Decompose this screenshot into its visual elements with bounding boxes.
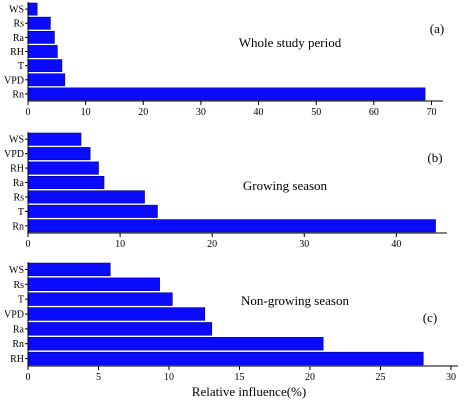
bar-rh: [28, 45, 58, 58]
bar-ws: [28, 2, 38, 16]
x-tick-label: 20: [305, 372, 315, 383]
x-tick-label: 20: [138, 107, 148, 118]
panel-annotation: Whole study period: [239, 35, 342, 50]
category-label: T: [18, 61, 24, 72]
panel-label: (a): [430, 21, 444, 36]
bar-vpd: [28, 147, 91, 161]
bar-ra: [28, 175, 105, 190]
chart-panel-c: WS Rs T VPD Ra Rn RH0 5 10 15 20 25 30 Non-growing se…: [4, 262, 458, 383]
category-label: RH: [10, 354, 24, 365]
bar-rn: [28, 87, 426, 101]
x-tick-label: 10: [115, 239, 125, 250]
chart-panel-a: WS Rs Ra RH T VPD Rn0 10 20 30 40 50 60 70 Whole study…: [4, 2, 444, 118]
x-axis-label: Relative influence(%): [192, 384, 306, 399]
bar-t: [28, 292, 173, 306]
category-label: T: [18, 295, 24, 306]
category-label: Rn: [12, 89, 24, 100]
panel-annotation: Growing season: [243, 178, 328, 193]
x-tick-label: 40: [391, 239, 401, 250]
bar-rs: [28, 190, 145, 204]
x-tick-label: 0: [26, 372, 31, 383]
category-label: Ra: [13, 178, 25, 189]
bar-ws: [28, 262, 111, 277]
category-label: Rs: [13, 192, 24, 203]
x-tick-label: 20: [207, 239, 217, 250]
category-label: Ra: [13, 324, 25, 335]
x-tick-label: 25: [375, 372, 385, 383]
panel-label: (c): [423, 310, 437, 325]
bar-t: [28, 204, 158, 218]
x-tick-label: 30: [446, 372, 456, 383]
bar-rs: [28, 277, 160, 291]
x-tick-label: 30: [299, 239, 309, 250]
category-label: T: [18, 207, 24, 218]
bar-rs: [28, 16, 51, 30]
bar-vpd: [28, 307, 206, 321]
category-label: WS: [9, 5, 24, 16]
category-label: VPD: [4, 310, 24, 321]
x-tick-label: 10: [164, 372, 174, 383]
x-tick-label: 70: [426, 107, 436, 118]
x-tick-label: 0: [26, 107, 31, 118]
panel-label: (b): [427, 150, 442, 165]
category-label: Rs: [13, 19, 24, 30]
category-label: Ra: [13, 33, 25, 44]
category-label: Rn: [12, 339, 24, 350]
category-label: RH: [10, 47, 24, 58]
category-label: Rn: [12, 221, 24, 232]
x-tick-label: 10: [81, 107, 91, 118]
x-tick-label: 60: [369, 107, 379, 118]
x-tick-label: 5: [96, 372, 101, 383]
category-label: VPD: [4, 149, 24, 160]
x-tick-label: 15: [234, 372, 244, 383]
bar-rh: [28, 161, 99, 175]
bar-ra: [28, 30, 55, 44]
bar-rn: [28, 337, 324, 351]
category-label: RH: [10, 164, 24, 175]
bar-ws: [28, 132, 82, 146]
category-label: Rs: [13, 280, 24, 291]
bar-vpd: [28, 73, 66, 87]
x-tick-label: 0: [26, 239, 31, 250]
chart-panel-b: WS VPD RH Ra Rs T Rn0 10 20 30 40 Growing season (b): [4, 132, 447, 250]
panel-annotation: Non-growing season: [241, 293, 349, 308]
category-label: WS: [9, 135, 24, 146]
x-tick-label: 30: [196, 107, 206, 118]
category-label: VPD: [4, 75, 24, 86]
bar-t: [28, 59, 63, 73]
bar-rn: [28, 219, 436, 233]
bar-ra: [28, 322, 213, 336]
category-label: WS: [9, 265, 24, 276]
x-tick-label: 40: [254, 107, 264, 118]
bar-rh: [28, 351, 424, 366]
x-tick-label: 50: [311, 107, 321, 118]
